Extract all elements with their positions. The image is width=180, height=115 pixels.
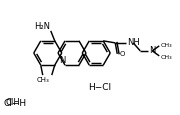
Text: CIH: CIH xyxy=(5,98,20,107)
Text: Cl−H: Cl−H xyxy=(4,99,27,108)
Text: O: O xyxy=(119,50,125,56)
Text: H−Cl: H−Cl xyxy=(88,83,111,92)
Text: CH₃: CH₃ xyxy=(160,43,172,48)
Text: H₂N: H₂N xyxy=(34,22,50,31)
Text: N: N xyxy=(149,46,156,55)
Text: CH₃: CH₃ xyxy=(160,55,172,60)
Text: CH₃: CH₃ xyxy=(37,76,50,82)
Text: N: N xyxy=(59,56,65,64)
Text: NH: NH xyxy=(127,38,140,47)
